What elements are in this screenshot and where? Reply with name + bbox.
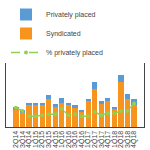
svg-text:2Q18: 2Q18 — [117, 131, 125, 148]
svg-text:1Q18: 1Q18 — [111, 131, 119, 148]
svg-text:4Q18: 4Q18 — [130, 131, 138, 148]
svg-text:4Q15: 4Q15 — [52, 131, 60, 148]
svg-text:1Q17: 1Q17 — [84, 131, 92, 148]
svg-text:3Q16: 3Q16 — [71, 131, 79, 148]
svg-text:Privately placed: Privately placed — [46, 11, 96, 19]
svg-text:4Q14: 4Q14 — [25, 131, 33, 148]
svg-text:3Q14: 3Q14 — [19, 131, 27, 148]
svg-text:3Q18: 3Q18 — [124, 131, 132, 148]
svg-text:4Q17: 4Q17 — [104, 131, 112, 148]
svg-text:3Q17: 3Q17 — [98, 131, 106, 148]
svg-text:2Q14: 2Q14 — [12, 131, 20, 148]
svg-text:Syndicated: Syndicated — [46, 30, 81, 38]
svg-text:3Q15: 3Q15 — [45, 131, 53, 148]
svg-text:1Q16: 1Q16 — [58, 131, 66, 148]
svg-text:2Q16: 2Q16 — [65, 131, 73, 148]
svg-text:2Q15: 2Q15 — [38, 131, 46, 148]
svg-text:% privately placed: % privately placed — [46, 49, 103, 57]
svg-text:1Q15: 1Q15 — [32, 131, 40, 148]
svg-text:2Q17: 2Q17 — [91, 131, 99, 148]
svg-text:4Q16: 4Q16 — [78, 131, 86, 148]
